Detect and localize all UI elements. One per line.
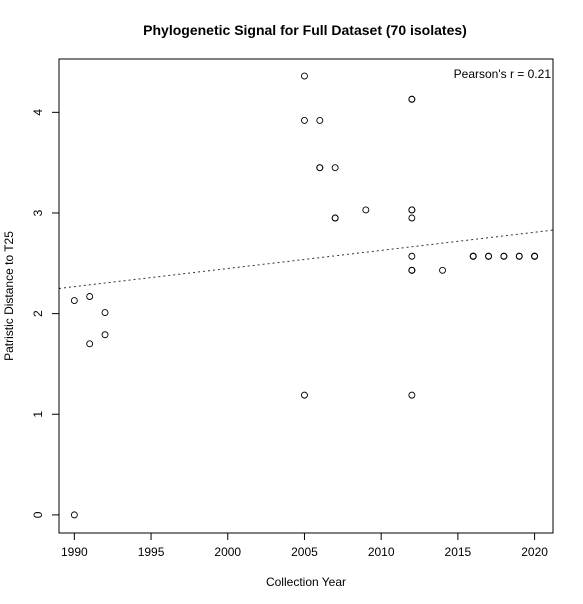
data-point: [408, 206, 416, 214]
data-point: [331, 214, 339, 222]
data-point: [101, 309, 109, 317]
y-tick-label: 1: [31, 411, 45, 418]
data-point: [439, 266, 446, 274]
trendline: [58, 229, 554, 289]
y-tick-label: 2: [31, 310, 45, 317]
data-point: [408, 252, 416, 260]
data-point: [515, 252, 523, 260]
y-tick-label: 3: [31, 209, 45, 216]
data-point: [316, 116, 324, 124]
data-point: [86, 340, 94, 348]
x-axis: 1990 1995 2000 2005 2010 2015 2020: [61, 532, 548, 559]
data-point: [531, 252, 539, 260]
pearson-annotation: Pearson's r = 0.21: [454, 67, 552, 81]
data-point: [408, 95, 416, 103]
data-point: [500, 252, 508, 260]
x-tick-label: 1990: [61, 545, 88, 559]
x-axis-label: Collection Year: [266, 575, 346, 589]
trendline-group: [58, 229, 554, 289]
data-point: [331, 164, 339, 172]
y-tick-label: 4: [31, 109, 45, 116]
x-tick-label: 2005: [291, 545, 318, 559]
y-tick-label: 0: [31, 511, 45, 518]
data-point: [86, 293, 94, 300]
data-point: [70, 297, 78, 304]
x-tick-label: 1995: [138, 545, 165, 559]
data-point: [316, 164, 324, 172]
data-point: [408, 266, 416, 274]
x-tick-label: 2000: [214, 545, 241, 559]
chart-title: Phylogenetic Signal for Full Dataset (70…: [143, 22, 467, 38]
data-point: [469, 252, 477, 260]
data-point: [362, 206, 370, 214]
x-tick-label: 2020: [521, 545, 548, 559]
y-axis-label: Patristic Distance to T25: [2, 231, 16, 361]
y-axis: 0 1 2 3 4: [31, 109, 60, 518]
data-point: [485, 252, 493, 260]
x-tick-label: 2010: [368, 545, 395, 559]
data-point: [408, 391, 416, 399]
data-point: [408, 214, 416, 222]
data-point: [301, 72, 308, 80]
data-point: [70, 511, 78, 519]
points-group: [70, 72, 539, 519]
data-point: [301, 116, 308, 124]
plot-frame: [58, 58, 554, 534]
data-point: [301, 391, 308, 399]
x-tick-label: 2015: [445, 545, 472, 559]
data-point: [101, 331, 109, 339]
